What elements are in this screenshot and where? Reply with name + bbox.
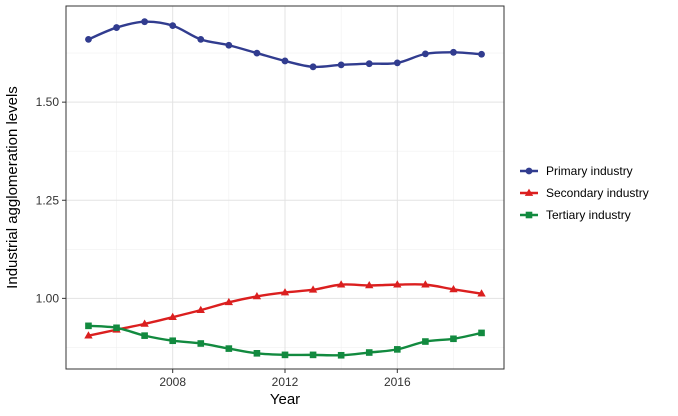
data-point <box>140 319 149 327</box>
legend-item: Tertiary industry <box>520 208 631 222</box>
data-point <box>253 350 261 357</box>
legend-item: Primary industry <box>520 164 633 178</box>
data-point <box>365 281 374 289</box>
data-point <box>337 61 345 69</box>
data-point <box>478 50 485 58</box>
data-point <box>169 22 177 30</box>
data-point <box>196 305 205 313</box>
grid-lines <box>66 6 504 369</box>
legend-marker <box>524 188 534 196</box>
legend-marker <box>525 167 533 175</box>
data-point <box>197 340 205 347</box>
data-point <box>450 48 457 56</box>
data-point <box>197 35 205 43</box>
x-tick-label: 2016 <box>384 375 411 389</box>
data-point <box>477 289 486 297</box>
data-point <box>141 18 149 26</box>
data-point <box>280 288 290 296</box>
data-point <box>85 322 92 330</box>
data-point <box>85 35 92 43</box>
data-point <box>450 335 457 343</box>
data-point <box>422 338 429 345</box>
data-point <box>281 351 289 359</box>
data-point <box>281 57 289 65</box>
data-point <box>336 280 346 288</box>
data-point <box>337 351 345 359</box>
legend: Primary industry Secondary industry Tertia… <box>520 164 649 222</box>
legend-label: Primary industry <box>546 164 633 178</box>
axis-ticks: 1.00 1.25 1.50 2008 2012 2016 <box>36 95 411 389</box>
y-tick-label: 1.00 <box>36 291 60 305</box>
x-tick-label: 2008 <box>159 375 186 389</box>
series-primary-industry <box>85 18 485 71</box>
data-point <box>365 60 373 68</box>
data-point <box>309 63 317 71</box>
data-point <box>225 345 233 352</box>
x-axis-title: Year <box>270 391 300 408</box>
data-point <box>393 280 402 288</box>
legend-item: Secondary industry <box>520 186 649 200</box>
data-point <box>168 312 177 321</box>
data-point <box>365 349 373 356</box>
data-point <box>84 331 93 339</box>
data-point <box>308 285 318 293</box>
data-point <box>253 49 261 57</box>
y-tick-label: 1.25 <box>36 193 60 207</box>
data-point <box>421 50 429 58</box>
data-point <box>169 337 176 345</box>
series-tertiary-industry <box>85 322 485 359</box>
data-point <box>113 324 120 332</box>
x-tick-label: 2012 <box>272 375 299 389</box>
data-point <box>393 59 401 67</box>
data-point <box>394 346 401 353</box>
y-axis-title: Industrial agglomeration levels <box>4 86 21 289</box>
data-point <box>309 351 317 359</box>
data-series <box>84 18 486 359</box>
data-point <box>421 280 430 288</box>
y-tick-label: 1.50 <box>36 95 60 109</box>
data-point <box>225 41 233 49</box>
legend-label: Tertiary industry <box>546 208 631 222</box>
data-point <box>113 24 120 31</box>
data-point <box>224 297 234 306</box>
data-point <box>478 329 485 337</box>
data-point <box>252 292 262 300</box>
legend-label: Secondary industry <box>546 186 649 200</box>
data-point <box>141 332 148 339</box>
data-point <box>449 284 458 293</box>
legend-marker <box>525 211 533 219</box>
